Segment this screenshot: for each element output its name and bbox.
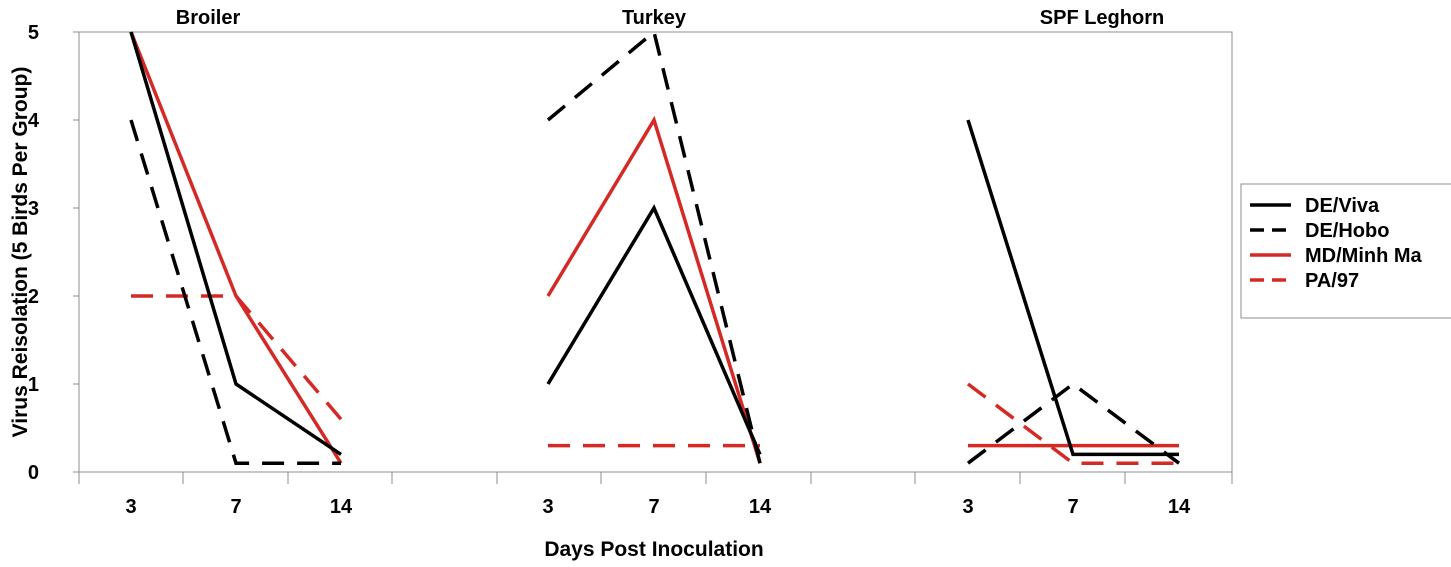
x-tick-label: 3: [962, 496, 973, 518]
series-line-de_hobo: [966, 381, 1181, 465]
y-tick-label: 5: [28, 22, 39, 44]
x-tick-label: 3: [542, 496, 553, 518]
panel-title: Broiler: [176, 7, 241, 29]
panel-title: SPF Leghorn: [1040, 7, 1164, 29]
y-tick-label: 2: [28, 286, 39, 308]
series-line-de_viva: [129, 31, 342, 456]
series-line-pa_97: [131, 294, 343, 421]
x-tick-label: 14: [1168, 496, 1191, 518]
y-tick-label: 3: [28, 198, 39, 220]
plot-area: [78, 31, 1233, 473]
legend-label: PA/97: [1305, 270, 1359, 292]
x-tick-label: 7: [648, 496, 659, 518]
panel-title: Turkey: [622, 7, 687, 29]
series-line-md_minh: [546, 115, 762, 464]
y-axis-label: Virus Reisolation (5 Birds Per Group): [9, 67, 32, 438]
y-tick-label: 0: [28, 462, 39, 484]
x-tick-label: 3: [125, 496, 136, 518]
legend: DE/Viva DE/Hobo MD/Minh Ma PA/97: [1240, 183, 1451, 319]
y-tick-label: 1: [28, 374, 39, 396]
axes: 0 1 2 3 4 5 Broiler 3 7 14 Turkey 3 7 14 SPF Leghorn 3 7…: [28, 7, 1233, 518]
series-line-de_viva: [966, 119, 1179, 457]
y-tick-label: 4: [28, 110, 40, 132]
x-tick-label: 7: [1067, 496, 1078, 518]
legend-label: MD/Minh Ma: [1305, 245, 1423, 267]
series-line-de_hobo: [546, 28, 762, 464]
plot-border: [78, 31, 1233, 473]
legend-label: DE/Viva: [1305, 195, 1380, 217]
x-tick-label: 14: [749, 496, 772, 518]
legend-label: DE/Hobo: [1305, 220, 1389, 242]
series-line-md_minh: [129, 31, 343, 465]
x-tick-label: 14: [330, 496, 353, 518]
x-tick-label: 7: [230, 496, 241, 518]
series-line-pa_97: [966, 382, 1179, 465]
labels: Virus Reisolation (5 Birds Per Group) Da…: [9, 67, 764, 561]
series-layer: [129, 28, 1181, 465]
x-axis-label: Days Post Inoculation: [544, 538, 763, 561]
